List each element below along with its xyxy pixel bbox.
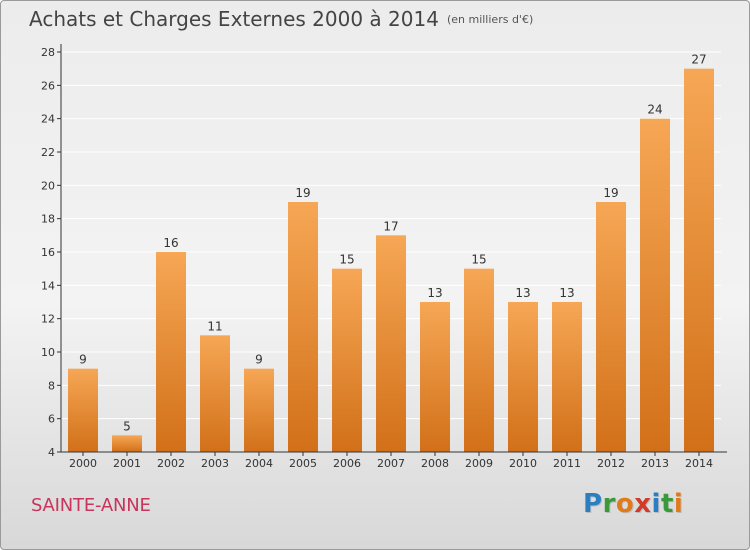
y-tick-label: 16 bbox=[41, 246, 55, 259]
chart-unit: (en milliers d'€) bbox=[446, 13, 534, 26]
logo-letter-5: t bbox=[660, 489, 674, 519]
value-label-2012: 19 bbox=[603, 186, 618, 200]
bar-2002 bbox=[156, 252, 186, 452]
value-label-2008: 13 bbox=[427, 286, 442, 300]
bar-2011 bbox=[552, 302, 582, 452]
y-tick-label: 18 bbox=[41, 213, 55, 226]
value-label-2009: 15 bbox=[471, 253, 486, 267]
axes bbox=[57, 44, 727, 456]
value-label-2003: 11 bbox=[207, 319, 222, 333]
bar-2010 bbox=[508, 302, 538, 452]
city-name: SAINTE-ANNE bbox=[31, 495, 151, 516]
x-tick-label-2005: 2005 bbox=[289, 457, 317, 470]
bar-2014 bbox=[684, 68, 714, 453]
value-label-2005: 19 bbox=[295, 186, 310, 200]
value-label-2007: 17 bbox=[383, 219, 398, 233]
bars bbox=[68, 68, 714, 453]
x-tick-label-2010: 2010 bbox=[509, 457, 537, 470]
x-tick-label-2012: 2012 bbox=[597, 457, 625, 470]
logo-letter-1: r bbox=[602, 489, 616, 519]
y-tick-label: 6 bbox=[48, 413, 55, 426]
y-tick-label: 4 bbox=[48, 446, 55, 459]
y-tick-label: 12 bbox=[41, 313, 55, 326]
value-label-2002: 16 bbox=[163, 236, 178, 250]
chart-title-text: Achats et Charges Externes 2000 à 2014 bbox=[29, 7, 439, 31]
bar-2000 bbox=[68, 368, 98, 452]
y-tick-label: 14 bbox=[41, 279, 55, 292]
logo-letter-0: P bbox=[583, 489, 603, 519]
value-label-2001: 5 bbox=[123, 419, 131, 433]
logo-letter-2: o bbox=[615, 489, 635, 519]
bar-2005 bbox=[288, 202, 318, 452]
value-label-2014: 27 bbox=[691, 53, 706, 67]
x-tick-label-2006: 2006 bbox=[333, 457, 361, 470]
bar-2004 bbox=[244, 368, 274, 452]
labels: 4 6 8 10 12 14 16 18 20 22 24 26 28 9 2000 5 2001 16 2002 1… bbox=[41, 46, 713, 470]
x-tick-label-2001: 2001 bbox=[113, 457, 141, 470]
chart-title: Achats et Charges Externes 2000 à 2014 (e… bbox=[29, 7, 533, 31]
y-tick-label: 22 bbox=[41, 146, 55, 159]
x-tick-label-2004: 2004 bbox=[245, 457, 273, 470]
x-tick-label-2007: 2007 bbox=[377, 457, 405, 470]
x-tick-label-2014: 2014 bbox=[685, 457, 713, 470]
proxiti-logo[interactable]: Proxiti bbox=[583, 489, 683, 519]
bar-2007 bbox=[376, 235, 406, 452]
x-tick-label-2003: 2003 bbox=[201, 457, 229, 470]
value-label-2010: 13 bbox=[515, 286, 530, 300]
bar-2013 bbox=[640, 118, 670, 453]
value-label-2004: 9 bbox=[255, 353, 263, 367]
logo-letter-3: x bbox=[634, 489, 652, 519]
bar-2001 bbox=[112, 435, 142, 452]
y-tick-label: 10 bbox=[41, 346, 55, 359]
x-tick-label-2002: 2002 bbox=[157, 457, 185, 470]
bar-2008 bbox=[420, 302, 450, 452]
value-label-2006: 15 bbox=[339, 253, 354, 267]
logo-letter-4: i bbox=[651, 489, 661, 519]
bar-2012 bbox=[596, 202, 626, 452]
x-tick-label-2011: 2011 bbox=[553, 457, 581, 470]
bar-2003 bbox=[200, 335, 230, 452]
y-tick-label: 8 bbox=[48, 379, 55, 392]
y-tick-label: 20 bbox=[41, 179, 55, 192]
y-tick-label: 28 bbox=[41, 46, 55, 59]
value-label-2011: 13 bbox=[559, 286, 574, 300]
value-label-2000: 9 bbox=[79, 353, 87, 367]
x-tick-label-2009: 2009 bbox=[465, 457, 493, 470]
y-tick-label: 24 bbox=[41, 113, 55, 126]
value-label-2013: 24 bbox=[647, 103, 662, 117]
logo-letter-6: i bbox=[673, 489, 684, 519]
bar-2009 bbox=[464, 268, 494, 452]
x-tick-label-2000: 2000 bbox=[69, 457, 97, 470]
y-tick-label: 26 bbox=[41, 79, 55, 92]
x-tick-label-2013: 2013 bbox=[641, 457, 669, 470]
x-tick-label-2008: 2008 bbox=[421, 457, 449, 470]
bar-2006 bbox=[332, 268, 362, 452]
